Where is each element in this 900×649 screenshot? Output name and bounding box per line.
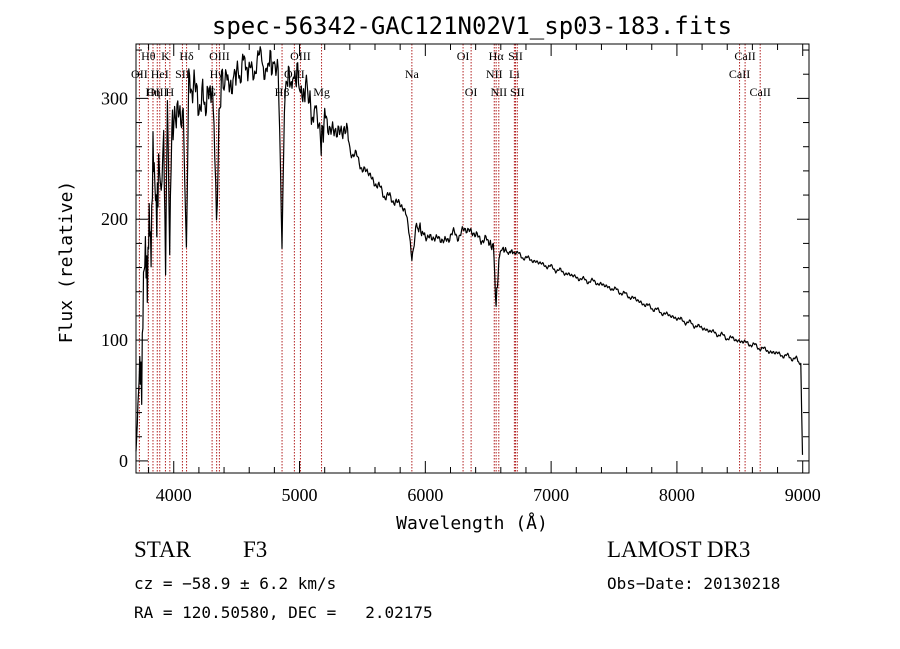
x-tick-label-4000: 4000	[156, 485, 192, 505]
line-label-hβ: Hβ	[275, 85, 290, 99]
chart-title: spec-56342-GAC121N02V1_sp03-183.fits	[212, 12, 732, 40]
spectrum-series	[135, 46, 804, 455]
x-axis-label: Wavelength (Å)	[396, 512, 548, 534]
line-label-sii: SII	[510, 85, 525, 99]
line-label-li: Li	[509, 67, 520, 81]
x-tick-label-6000: 6000	[407, 485, 443, 505]
line-label-sii: SII	[175, 67, 190, 81]
line-label-na: Na	[405, 67, 420, 81]
line-label-hα: Hα	[489, 49, 505, 63]
line-label-oii: OII	[131, 67, 148, 81]
plot-frame	[135, 43, 810, 474]
line-label-caii: CaII	[729, 67, 750, 81]
line-label-oiii: OIII	[209, 49, 230, 63]
line-label-caii: CaII	[750, 85, 771, 99]
line-label-nii: NII	[486, 67, 503, 81]
x-tick-label-9000: 9000	[785, 485, 821, 505]
line-label-sii: SII	[508, 49, 523, 63]
line-label-oiii: OIII	[284, 67, 305, 81]
object-class: STAR	[134, 537, 191, 562]
spectrum-line-spectrum	[135, 46, 804, 455]
y-tick-label-200: 200	[101, 209, 128, 229]
line-label-oi: OI	[465, 85, 478, 99]
y-tick-label-100: 100	[101, 330, 128, 350]
y-tick-label-0: 0	[119, 451, 128, 471]
line-label-k: K	[161, 49, 170, 63]
line-label-oi: OI	[457, 49, 470, 63]
line-label-hθ: Hθ	[141, 49, 156, 63]
x-tick-label-8000: 8000	[659, 485, 695, 505]
line-label-oiii: OIII	[147, 85, 168, 99]
coordinates: RA = 120.50580, DEC = 2.02175	[134, 603, 433, 622]
line-label-hδ: Hδ	[179, 49, 194, 63]
object-subclass: F3	[243, 537, 268, 562]
y-axis-label: Flux (relative)	[56, 181, 77, 344]
x-tick-label-7000: 7000	[533, 485, 569, 505]
line-label-oiii: OIII	[290, 49, 311, 63]
line-label-nii: NII	[490, 85, 507, 99]
observation-date: Obs−Date: 20130218	[607, 574, 781, 593]
line-label-g: G	[208, 85, 217, 99]
line-label-hγ: Hγ	[210, 67, 225, 81]
y-tick-label-300: 300	[101, 88, 128, 108]
line-label-caii: CaII	[734, 49, 755, 63]
plot-axes: 4000 5000 6000 7000 8000 9000 0 100 200 300	[101, 43, 821, 505]
line-label-hei: HeI	[151, 67, 169, 81]
redshift-velocity: cz = −58.9 ± 6.2 km/s	[134, 574, 337, 593]
x-tick-label-5000: 5000	[282, 485, 318, 505]
line-label-mg: Mg	[313, 85, 330, 99]
survey-label: LAMOST DR3	[607, 537, 751, 562]
emission-line-markers	[138, 44, 761, 473]
line-label-h: H	[166, 85, 175, 99]
line-label-hη: Hη	[146, 85, 161, 99]
